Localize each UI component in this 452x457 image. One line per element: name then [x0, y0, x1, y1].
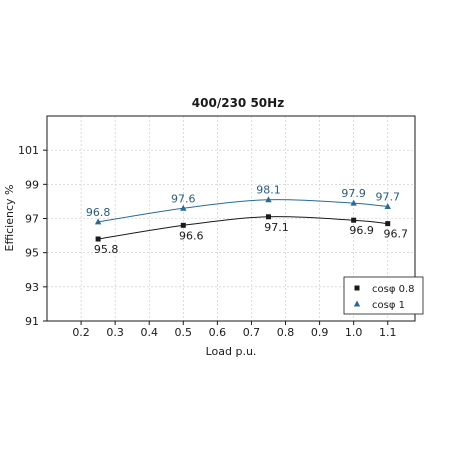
y-tick-label: 95 — [25, 247, 39, 260]
y-axis-label: Efficiency % — [3, 185, 16, 252]
series-2-data-label: 96.8 — [86, 206, 111, 219]
series-1-point — [180, 222, 186, 228]
series-2-point — [350, 199, 357, 206]
series-1-data-label: 97.1 — [264, 221, 289, 234]
series-1: 95.8 96.6 97.1 96.9 96.7 — [94, 214, 408, 256]
x-tick-label: 0.5 — [175, 326, 193, 339]
series-2-data-label: 98.1 — [256, 184, 281, 197]
series-1-point — [265, 214, 271, 220]
legend: cosφ 0.8 cosφ 1 — [343, 276, 424, 315]
x-tick-label: 1.1 — [379, 326, 397, 339]
x-tick-label: 0.6 — [209, 326, 227, 339]
legend-label-1: cosφ 0.8 — [372, 284, 415, 295]
series-1-data-label: 95.8 — [94, 243, 119, 256]
legend-box — [343, 276, 424, 315]
legend-label-2: cosφ 1 — [372, 300, 405, 311]
y-tick-label: 97 — [25, 213, 39, 226]
x-tick-label: 0.9 — [311, 326, 329, 339]
series-1-data-label: 96.6 — [179, 229, 204, 242]
x-tick-label: 0.3 — [106, 326, 124, 339]
x-tick-label: 0.7 — [243, 326, 261, 339]
series-1-data-label: 96.9 — [349, 224, 374, 237]
series-1-point — [95, 236, 101, 242]
x-tick-label: 0.2 — [72, 326, 90, 339]
x-tick-label: 1.0 — [345, 326, 363, 339]
series-1-point — [385, 221, 391, 227]
series-2: 96.8 97.6 98.1 97.9 97.7 — [86, 184, 400, 225]
x-tick-label: 0.8 — [277, 326, 295, 339]
y-tick-label: 99 — [25, 178, 39, 191]
x-axis-label: Load p.u. — [206, 345, 257, 358]
y-axis-ticks: 91 93 95 97 99 101 — [18, 144, 47, 328]
x-axis-ticks: 0.2 0.3 0.4 0.5 0.6 0.7 0.8 0.9 1.0 1.1 — [72, 321, 396, 339]
y-tick-label: 93 — [25, 281, 39, 294]
series-2-point — [384, 203, 391, 210]
chart-title: 400/230 50Hz — [192, 96, 284, 110]
series-1-point — [351, 217, 357, 223]
series-2-data-label: 97.9 — [341, 187, 366, 200]
series-2-point — [94, 218, 102, 225]
x-tick-label: 0.4 — [140, 326, 158, 339]
y-tick-label: 101 — [18, 144, 39, 157]
legend-marker-2 — [353, 300, 361, 307]
series-2-point — [180, 204, 187, 211]
series: 95.8 96.6 97.1 96.9 96.7 96.8 97.6 98.1 97.9 97.7 — [86, 184, 408, 256]
series-2-data-label: 97.7 — [375, 191, 400, 204]
series-2-point — [265, 196, 272, 203]
series-1-line — [98, 216, 388, 240]
series-1-data-label: 96.7 — [383, 228, 408, 241]
series-2-data-label: 97.6 — [171, 192, 196, 205]
y-tick-label: 91 — [25, 315, 39, 328]
legend-marker-1 — [354, 285, 360, 291]
